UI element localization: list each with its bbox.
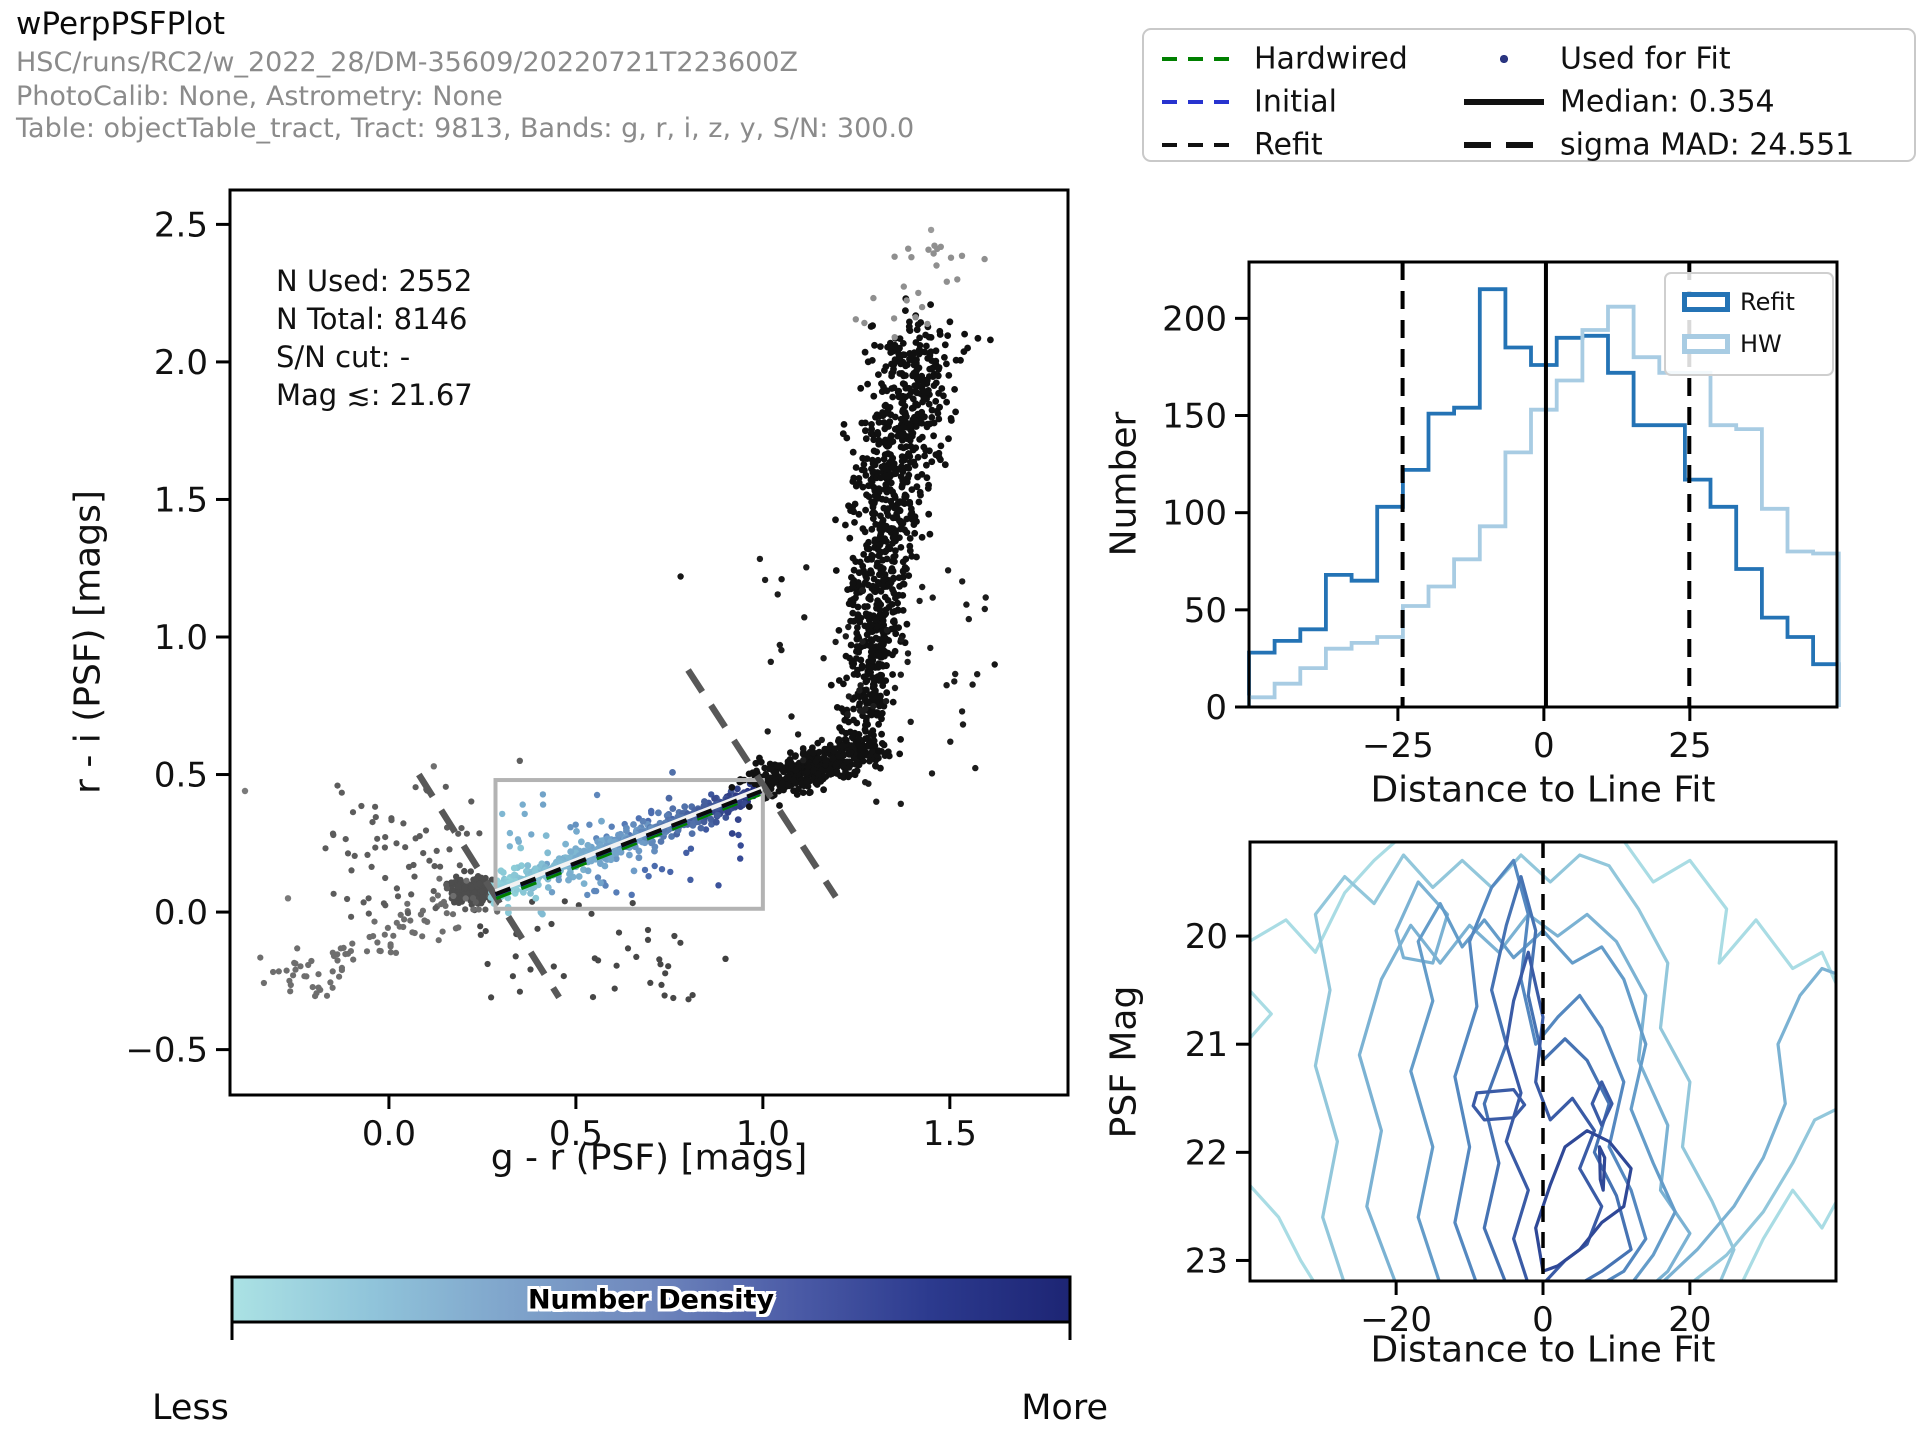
initial-dash-icon (1162, 100, 1238, 104)
colorbar-more-label: More (1021, 1388, 1108, 1428)
svg-text:25: 25 (1668, 726, 1711, 766)
hist-legend: Refit HW (1664, 272, 1834, 376)
svg-text:100: 100 (1162, 494, 1227, 534)
cluster-band (257, 875, 501, 1000)
hist-yaxis-label: Number (1103, 411, 1145, 557)
cluster-box (756, 555, 989, 807)
colorbar-less-label: Less (152, 1388, 229, 1428)
perp-cut-line (416, 772, 562, 1000)
svg-text:0.0: 0.0 (154, 893, 208, 933)
legend-label-used-for-fit: Used for Fit (1560, 41, 1731, 77)
fit-line-refit (494, 789, 763, 897)
fit-line-median (494, 786, 763, 894)
used-for-fit-dot-icon (1464, 55, 1544, 63)
colorbar-title: Number Density (527, 1284, 775, 1316)
fit-stats-annotation: N Used: 2552 N Total: 8146 S/N cut: - Ma… (276, 262, 473, 414)
hist-legend-label-refit: Refit (1740, 288, 1795, 316)
cluster-band (728, 729, 904, 810)
header-run-line: HSC/runs/RC2/w_2022_28/DM-35609/20220721… (16, 47, 798, 78)
svg-text:2.0: 2.0 (154, 343, 208, 383)
cluster-box (477, 898, 696, 1003)
svg-text:20: 20 (1185, 917, 1228, 957)
svg-text:0.0: 0.0 (362, 1114, 416, 1154)
cluster-branch (827, 295, 994, 781)
legend-label-median: Median: 0.354 (1560, 84, 1775, 120)
legend-label-sigma-mad: sigma MAD: 24.551 (1560, 127, 1855, 163)
refit-hist-swatch-icon (1682, 292, 1730, 312)
contour-yaxis-label: PSF Mag (1103, 985, 1145, 1139)
tick-labels: −20 0 20 20 21 22 23 (1185, 917, 1712, 1340)
stat-n-used: N Used: 2552 (276, 264, 473, 298)
svg-text:−25: −25 (1362, 726, 1434, 766)
header-table-line: Table: objectTable_tract, Tract: 9813, B… (16, 113, 915, 144)
distance-histogram (1247, 262, 1841, 708)
scatter-points (241, 226, 998, 1003)
fit-region-box (493, 778, 765, 911)
hist-legend-label-hw: HW (1740, 330, 1782, 358)
number-density-colorbar (230, 1275, 1072, 1324)
svg-text:1.0: 1.0 (154, 618, 208, 658)
contour-lines (1250, 842, 1836, 1281)
stat-sn-cut: S/N cut: - (276, 340, 411, 374)
svg-text:20: 20 (1668, 1300, 1711, 1340)
refit-dash-icon (1162, 143, 1238, 147)
fit-legend: Hardwired Initial Refit Used for Fit Med… (1142, 28, 1916, 163)
hw-hist-swatch-icon (1682, 334, 1730, 354)
hist-xaxis-label: Distance to Line Fit (1370, 769, 1716, 811)
svg-text:−20: −20 (1360, 1300, 1432, 1340)
hardwired-dash-icon (1162, 57, 1238, 61)
main-xaxis-label: g - r (PSF) [mags] (490, 1137, 808, 1179)
svg-text:0: 0 (1533, 726, 1555, 766)
fit-line-hardwired (495, 792, 761, 900)
legend-label-refit: Refit (1254, 127, 1323, 163)
svg-text:23: 23 (1185, 1241, 1228, 1281)
stat-n-total: N Total: 8146 (276, 302, 468, 336)
tick-labels: 0.0 0.5 1.0 1.5 −0.5 0.0 0.5 1.0 1.5 2.0 2.5 (125, 205, 976, 1154)
svg-text:0.5: 0.5 (154, 756, 208, 796)
single-points (241, 226, 998, 962)
legend-label-hardwired: Hardwired (1254, 41, 1408, 77)
hist-series-HW (1247, 304, 1841, 708)
tick-labels: −25 0 25 0 50 100 150 200 (1162, 299, 1711, 766)
sigma-mad-dash-icon (1464, 142, 1544, 148)
svg-text:1.5: 1.5 (154, 480, 208, 520)
svg-text:21: 21 (1185, 1025, 1228, 1065)
main-yaxis-label: r - i (PSF) [mags] (67, 490, 109, 794)
svg-text:1.0: 1.0 (736, 1114, 790, 1154)
median-line-icon (1464, 99, 1544, 105)
legend-label-initial: Initial (1254, 84, 1338, 120)
svg-text:0.5: 0.5 (549, 1114, 603, 1154)
svg-text:150: 150 (1162, 397, 1227, 437)
header-calib-line: PhotoCalib: None, Astrometry: None (16, 81, 503, 112)
svg-text:50: 50 (1184, 591, 1227, 631)
svg-text:1.5: 1.5 (923, 1114, 977, 1154)
svg-text:0: 0 (1205, 688, 1227, 728)
contour-xaxis-label: Distance to Line Fit (1370, 1329, 1716, 1371)
svg-text:0: 0 (1532, 1300, 1554, 1340)
page-title: wPerpPSFPlot (16, 6, 226, 42)
svg-text:−0.5: −0.5 (125, 1031, 208, 1071)
cluster-band (852, 242, 988, 341)
hist-series-Refit (1247, 287, 1841, 708)
perp-cut-line (685, 668, 839, 899)
svg-text:200: 200 (1162, 299, 1227, 339)
svg-text:22: 22 (1185, 1133, 1228, 1173)
cluster-box (322, 782, 493, 920)
stat-mag-cut: Mag ≲: 21.67 (276, 378, 473, 412)
svg-text:2.5: 2.5 (154, 205, 208, 245)
